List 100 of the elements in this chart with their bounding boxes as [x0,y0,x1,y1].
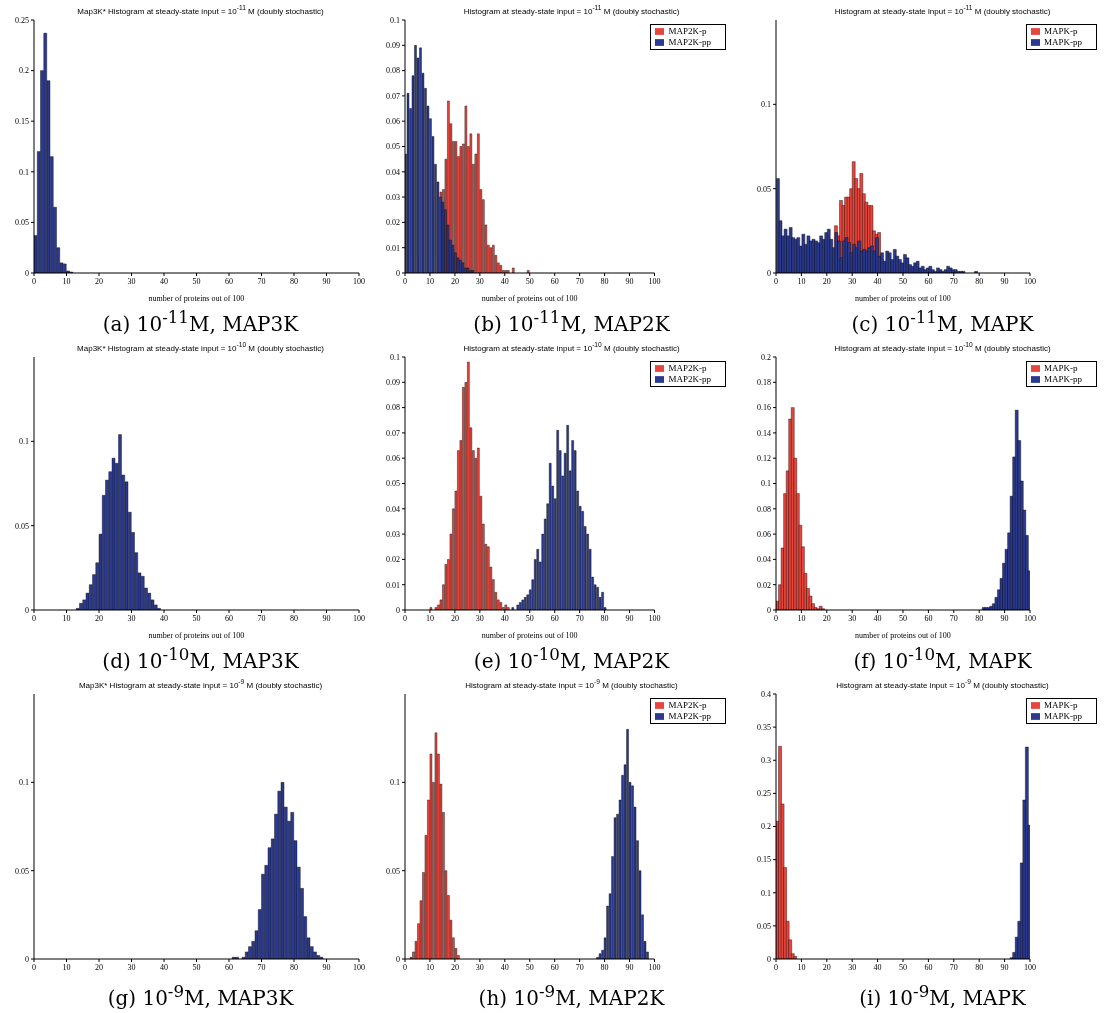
chart-title: Map3K* Histogram at steady-state input = 10$^{-9}$ M (doubly stochastic) [77,677,324,690]
chart-title: Histogram at steady-state input = 10$^{-11}$ M (doubly stochastic) [833,3,1052,16]
text: (c) 10$^{-11}$M, MAPK [850,307,1035,338]
x-tick-label: 10 [62,962,71,972]
x-tick-label: 30 [127,962,136,972]
x-tick-label: 10 [425,962,434,972]
legend-label: MAP2K-p [668,26,707,36]
y-tick-label: 0.02 [386,218,400,228]
y-tick-label: 0.01 [386,580,400,590]
x-tick-label: 90 [322,613,331,623]
x-tick-label: 100 [1023,613,1036,623]
x-tick-label: 30 [475,276,484,286]
x-tick-label: 50 [192,613,201,623]
x-tick-label: 70 [257,962,266,972]
x-tick-label: 70 [575,276,584,286]
x-axis-title: number of proteins out of 100 [481,631,578,640]
x-tick-label: 90 [625,962,634,972]
y-tick-label: 0.1 [19,167,29,177]
y-tick-label: 0 [767,954,771,964]
x-tick-label: 80 [290,276,298,286]
y-tick-label: 0 [396,268,400,278]
x-tick-label: 60 [225,613,233,623]
x-tick-label: 30 [127,613,136,623]
chart-title: Histogram at steady-state input = 10$^{-11}$ M (doubly stochastic) [462,3,681,16]
x-tick-label: 60 [924,276,933,286]
legend-label: MAPK-pp [1043,37,1082,47]
y-tick-label: 0.07 [386,428,400,438]
x-tick-label: 90 [322,962,331,972]
x-tick-label: 50 [192,276,201,286]
y-tick-label: 0.2 [761,822,771,832]
x-tick-label: 40 [500,613,509,623]
x-tick-label: 40 [873,276,882,286]
y-tick-label: 0.03 [386,192,400,202]
text: (i) 10$^{-9}$M, MAPK [858,981,1027,1012]
x-tick-label: 10 [425,613,434,623]
x-tick-label: 100 [353,276,365,286]
y-tick-label: 0.1 [761,100,771,110]
y-tick-label: 0 [767,605,771,615]
x-tick-label: 60 [550,613,559,623]
y-tick-label: 0.1 [390,778,400,788]
x-tick-label: 0 [403,276,407,286]
y-tick-label: 0.02 [757,580,771,590]
x-tick-label: 30 [848,613,857,623]
x-tick-label: 40 [873,613,882,623]
x-tick-label: 70 [257,276,266,286]
x-tick-label: 80 [600,613,609,623]
y-tick-label: 0.06 [386,454,400,464]
x-tick-label: 90 [1000,962,1009,972]
y-tick-label: 0.1 [390,352,400,362]
y-tick-label: 0 [767,268,771,278]
legend-label: MAP2K-pp [668,37,711,47]
y-tick-label: 0 [396,954,400,964]
x-tick-label: 0 [403,613,407,623]
x-tick-label: 80 [600,962,609,972]
legend-label: MAPK-p [1043,26,1078,36]
x-tick-label: 40 [160,276,168,286]
y-tick-label: 0.08 [386,66,400,76]
y-tick-label: 0.08 [757,504,771,514]
x-tick-label: 70 [949,962,958,972]
text: (b) 10$^{-11}$M, MAP2K [472,307,671,338]
y-tick-label: 0.14 [757,428,771,438]
x-tick-label: 0 [32,613,36,623]
y-tick-label: 0.04 [757,555,771,565]
y-tick-label: 0.2 [19,66,29,76]
y-tick-label: 0.08 [386,403,400,413]
x-axis-title: number of proteins out of 100 [481,294,578,303]
x-tick-label: 40 [160,962,168,972]
x-tick-label: 0 [32,962,36,972]
x-tick-label: 60 [924,962,933,972]
x-tick-label: 70 [949,276,958,286]
y-tick-label: 0.05 [15,218,29,228]
text: (g) 10$^{-9}$M, MAP3K [106,981,295,1012]
legend-label: MAP2K-pp [668,711,711,721]
y-tick-label: 0.1 [761,479,771,489]
legend-label: MAPK-pp [1043,711,1082,721]
legend-label: MAPK-pp [1043,374,1082,384]
x-tick-label: 50 [898,613,907,623]
x-tick-label: 50 [192,962,201,972]
y-tick-label: 0.04 [386,504,400,514]
x-axis-title: number of proteins out of 100 [148,294,245,303]
x-tick-label: 20 [95,962,103,972]
text: (a) 10$^{-11}$M, MAP3K [101,307,300,338]
y-tick-label: 0.05 [386,479,400,489]
y-tick-label: 0.1 [390,15,400,25]
x-tick-label: 10 [797,613,806,623]
y-tick-label: 0.12 [757,454,771,464]
x-tick-label: 30 [475,613,484,623]
x-tick-label: 70 [575,613,584,623]
y-tick-label: 0 [25,605,29,615]
chart-title: Histogram at steady-state input = 10$^{-10}$ M (doubly stochastic) [462,340,681,353]
y-tick-label: 0.4 [761,689,771,699]
x-tick-label: 0 [774,276,778,286]
x-tick-label: 100 [648,962,661,972]
x-axis-title: number of proteins out of 100 [148,631,245,640]
x-tick-label: 60 [225,962,233,972]
x-tick-label: 80 [290,613,298,623]
y-tick-label: 0.06 [757,529,771,539]
x-tick-label: 20 [822,962,831,972]
y-tick-label: 0.05 [386,866,400,876]
x-tick-label: 50 [525,276,534,286]
